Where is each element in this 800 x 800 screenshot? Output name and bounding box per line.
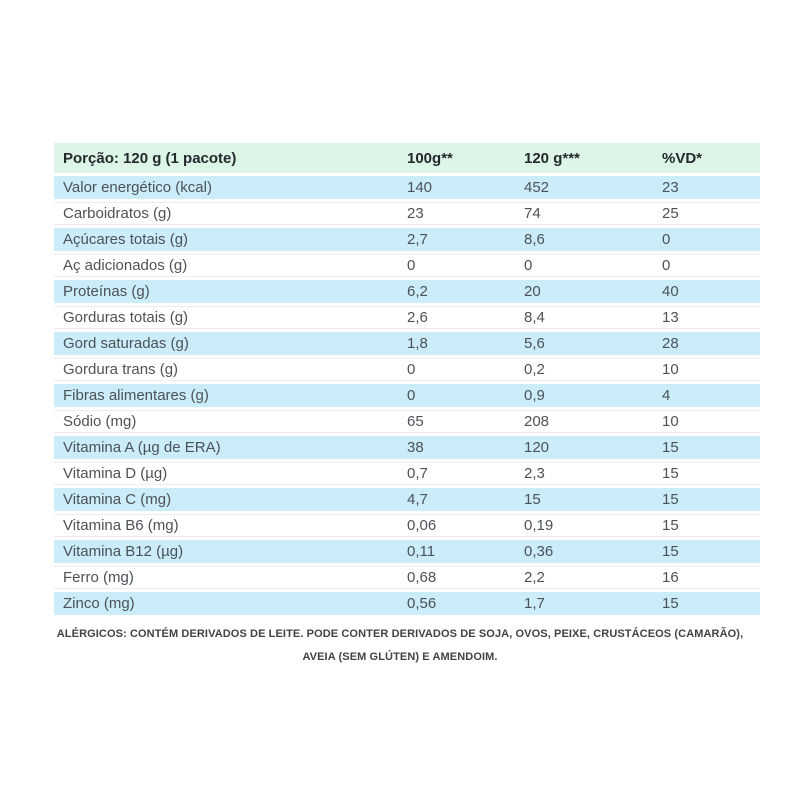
column-header-120g: 120 g*** — [524, 143, 662, 173]
value-120g: 8,4 — [524, 306, 662, 329]
value-120g: 0,19 — [524, 514, 662, 537]
table-row: Gord saturadas (g) 1,8 5,6 28 — [54, 332, 760, 355]
value-120g: 8,6 — [524, 228, 662, 251]
table-row: Gordura trans (g) 0 0,2 10 — [54, 358, 760, 381]
nutrition-facts-table: Porção: 120 g (1 pacote) 100g** 120 g***… — [54, 140, 760, 618]
allergen-notice-line-2: AVEIA (SEM GLÚTEN) E AMENDOIM. — [302, 651, 498, 663]
value-vd: 15 — [662, 592, 760, 615]
table-row: Proteínas (g) 6,2 20 40 — [54, 280, 760, 303]
value-vd: 15 — [662, 488, 760, 511]
row-label: Vitamina C (mg) — [54, 488, 407, 511]
value-vd: 25 — [662, 202, 760, 225]
table-row: Vitamina A (µg de ERA) 38 120 15 — [54, 436, 760, 459]
value-vd: 0 — [662, 228, 760, 251]
row-label: Carboidratos (g) — [54, 202, 407, 225]
value-120g: 0,36 — [524, 540, 662, 563]
row-label: Vitamina B12 (µg) — [54, 540, 407, 563]
row-label: Aç adicionados (g) — [54, 254, 407, 277]
value-120g: 15 — [524, 488, 662, 511]
value-vd: 15 — [662, 514, 760, 537]
allergen-notice: ALÉRGICOS: CONTÉM DERIVADOS DE LEITE. PO… — [0, 623, 800, 669]
value-100g: 2,7 — [407, 228, 524, 251]
value-100g: 0 — [407, 254, 524, 277]
value-120g: 0,2 — [524, 358, 662, 381]
value-vd: 40 — [662, 280, 760, 303]
row-label: Açúcares totais (g) — [54, 228, 407, 251]
value-vd: 13 — [662, 306, 760, 329]
value-100g: 1,8 — [407, 332, 524, 355]
serving-size-header: Porção: 120 g (1 pacote) — [54, 143, 407, 173]
row-label: Ferro (mg) — [54, 566, 407, 589]
table-row: Gorduras totais (g) 2,6 8,4 13 — [54, 306, 760, 329]
column-header-100g: 100g** — [407, 143, 524, 173]
table-row: Carboidratos (g) 23 74 25 — [54, 202, 760, 225]
value-120g: 120 — [524, 436, 662, 459]
row-label: Proteínas (g) — [54, 280, 407, 303]
value-100g: 0 — [407, 384, 524, 407]
value-100g: 65 — [407, 410, 524, 433]
value-120g: 0,9 — [524, 384, 662, 407]
row-label: Zinco (mg) — [54, 592, 407, 615]
value-vd: 23 — [662, 176, 760, 199]
value-120g: 2,2 — [524, 566, 662, 589]
value-120g: 0 — [524, 254, 662, 277]
value-100g: 6,2 — [407, 280, 524, 303]
table-row: Valor energético (kcal) 140 452 23 — [54, 176, 760, 199]
table-row: Ferro (mg) 0,68 2,2 16 — [54, 566, 760, 589]
value-100g: 140 — [407, 176, 524, 199]
value-100g: 2,6 — [407, 306, 524, 329]
row-label: Gord saturadas (g) — [54, 332, 407, 355]
value-100g: 0,7 — [407, 462, 524, 485]
table-header-row: Porção: 120 g (1 pacote) 100g** 120 g***… — [54, 143, 760, 173]
table-row: Vitamina C (mg) 4,7 15 15 — [54, 488, 760, 511]
value-vd: 10 — [662, 410, 760, 433]
column-header-vd: %VD* — [662, 143, 760, 173]
value-100g: 4,7 — [407, 488, 524, 511]
value-100g: 0,11 — [407, 540, 524, 563]
value-vd: 15 — [662, 436, 760, 459]
value-100g: 38 — [407, 436, 524, 459]
value-100g: 0 — [407, 358, 524, 381]
table-row: Aç adicionados (g) 0 0 0 — [54, 254, 760, 277]
row-label: Sódio (mg) — [54, 410, 407, 433]
value-100g: 0,56 — [407, 592, 524, 615]
table-row: Fibras alimentares (g) 0 0,9 4 — [54, 384, 760, 407]
value-100g: 0,68 — [407, 566, 524, 589]
value-120g: 1,7 — [524, 592, 662, 615]
value-120g: 452 — [524, 176, 662, 199]
value-vd: 4 — [662, 384, 760, 407]
value-vd: 28 — [662, 332, 760, 355]
value-vd: 16 — [662, 566, 760, 589]
table-row: Zinco (mg) 0,56 1,7 15 — [54, 592, 760, 615]
value-120g: 208 — [524, 410, 662, 433]
value-120g: 2,3 — [524, 462, 662, 485]
nutrition-table-body: Valor energético (kcal) 140 452 23 Carboidra… — [54, 176, 760, 615]
table-row: Sódio (mg) 65 208 10 — [54, 410, 760, 433]
value-vd: 15 — [662, 462, 760, 485]
value-vd: 15 — [662, 540, 760, 563]
value-120g: 74 — [524, 202, 662, 225]
table-row: Vitamina D (µg) 0,7 2,3 15 — [54, 462, 760, 485]
row-label: Vitamina A (µg de ERA) — [54, 436, 407, 459]
table-row: Vitamina B12 (µg) 0,11 0,36 15 — [54, 540, 760, 563]
allergen-notice-line-1: ALÉRGICOS: CONTÉM DERIVADOS DE LEITE. PO… — [56, 628, 744, 640]
value-120g: 5,6 — [524, 332, 662, 355]
row-label: Vitamina D (µg) — [54, 462, 407, 485]
nutrition-table: Porção: 120 g (1 pacote) 100g** 120 g***… — [54, 140, 760, 618]
table-row: Vitamina B6 (mg) 0,06 0,19 15 — [54, 514, 760, 537]
value-100g: 0,06 — [407, 514, 524, 537]
value-vd: 10 — [662, 358, 760, 381]
row-label: Gorduras totais (g) — [54, 306, 407, 329]
table-row: Açúcares totais (g) 2,7 8,6 0 — [54, 228, 760, 251]
value-vd: 0 — [662, 254, 760, 277]
row-label: Gordura trans (g) — [54, 358, 407, 381]
value-100g: 23 — [407, 202, 524, 225]
row-label: Fibras alimentares (g) — [54, 384, 407, 407]
row-label: Vitamina B6 (mg) — [54, 514, 407, 537]
value-120g: 20 — [524, 280, 662, 303]
row-label: Valor energético (kcal) — [54, 176, 407, 199]
